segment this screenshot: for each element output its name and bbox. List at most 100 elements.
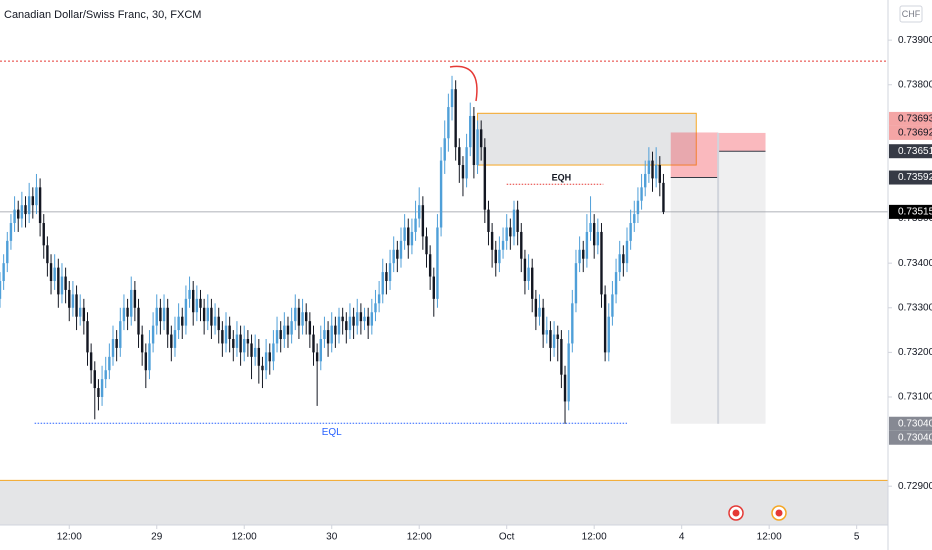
candle-body <box>330 325 333 344</box>
candle-body <box>97 388 100 397</box>
candle-body <box>487 209 490 232</box>
price-label-bg <box>889 144 932 159</box>
chart-title: Canadian Dollar/Swiss Franc, 30, FXCM <box>4 9 201 21</box>
candle-body <box>261 365 264 371</box>
candle-body <box>629 223 632 241</box>
candle-body <box>68 289 71 308</box>
candle-body <box>126 307 129 317</box>
y-tick-label: 0.73800 <box>898 79 932 90</box>
candle-body <box>177 316 180 331</box>
candle-body <box>461 165 465 179</box>
candle-body <box>545 330 549 335</box>
y-tick-label: 0.73200 <box>898 347 932 358</box>
candle-body <box>348 316 352 331</box>
candle-body <box>13 209 16 224</box>
candle-body <box>345 321 348 331</box>
candle-body <box>556 334 559 339</box>
candle-body <box>531 267 534 299</box>
supply-zone <box>477 112 697 166</box>
currency[interactable]: CHF <box>902 9 921 19</box>
candle-body <box>516 209 519 232</box>
target-zone <box>670 177 719 424</box>
candle-body <box>538 307 541 317</box>
candle-body <box>527 267 530 282</box>
price-label: 0.73692 <box>898 128 932 139</box>
candle-body <box>410 231 414 246</box>
candle-body <box>286 325 290 335</box>
candle-body <box>35 187 38 206</box>
candle-body <box>191 289 195 313</box>
candle-body <box>407 227 410 246</box>
candle-body <box>509 227 512 237</box>
candle-body <box>308 321 312 335</box>
x-tick-label: 12:00 <box>582 532 607 543</box>
candle-body <box>82 307 86 322</box>
candle-body <box>337 316 341 335</box>
price-label: 0.73592 <box>898 172 932 183</box>
candle-body <box>104 370 107 380</box>
candle-body <box>272 343 275 362</box>
candle-body <box>24 205 27 215</box>
candle-body <box>490 231 494 250</box>
candle-body <box>443 138 446 161</box>
candle-body <box>93 370 96 389</box>
candle-body <box>199 298 202 308</box>
candle-body <box>363 316 366 322</box>
x-tick-label: 12:00 <box>407 532 432 543</box>
price-label: 0.73651 <box>898 146 932 157</box>
candle-body <box>217 316 220 331</box>
candle-body <box>341 316 344 322</box>
candle-body <box>140 334 144 353</box>
x-tick-label: 29 <box>151 532 163 543</box>
candle-body <box>246 338 250 344</box>
candle-body <box>239 334 242 353</box>
candle-body <box>315 352 319 362</box>
candle-body <box>279 330 282 339</box>
candle-body <box>647 160 651 174</box>
candle-body <box>319 338 322 362</box>
price-label: 0.73693 <box>898 114 932 125</box>
candle-body <box>622 254 625 264</box>
candle-body <box>235 334 239 348</box>
candle-body <box>253 347 257 357</box>
candle-body <box>206 307 209 322</box>
candle-body <box>294 307 297 322</box>
candle-body <box>64 276 67 290</box>
candle-body <box>312 334 315 353</box>
candle-body <box>585 231 589 259</box>
candle-body <box>421 205 425 237</box>
candle-body <box>633 214 636 224</box>
candle-body <box>31 196 35 206</box>
candle-body <box>578 249 581 264</box>
candle-body <box>388 263 392 282</box>
currency-box[interactable] <box>899 5 923 23</box>
stop-zone <box>718 132 766 152</box>
candle-body <box>297 307 301 326</box>
candle-body <box>399 240 403 259</box>
eql-label: EQL <box>322 427 342 438</box>
candle-body <box>283 325 286 339</box>
candle-body <box>275 330 279 344</box>
candle-body <box>596 231 600 246</box>
candle-body <box>173 330 177 348</box>
candle-body <box>144 352 148 371</box>
candle-body <box>148 343 151 371</box>
candle-body <box>221 330 224 344</box>
candle-body <box>454 89 457 148</box>
candle-body <box>75 294 78 317</box>
candle-body <box>71 294 75 308</box>
candle-body <box>640 187 643 201</box>
candle-body <box>213 316 217 326</box>
candle-body <box>2 263 5 282</box>
demand-zone <box>0 480 888 525</box>
target-zone <box>718 151 766 424</box>
candle-body <box>155 307 158 326</box>
candle-body <box>458 147 461 166</box>
y-tick-label: 0.72900 <box>898 481 932 492</box>
candle-body <box>57 267 60 295</box>
candle-body <box>381 272 384 295</box>
candle-body <box>651 160 654 179</box>
candle-body <box>108 356 111 371</box>
candle-body <box>38 187 42 224</box>
